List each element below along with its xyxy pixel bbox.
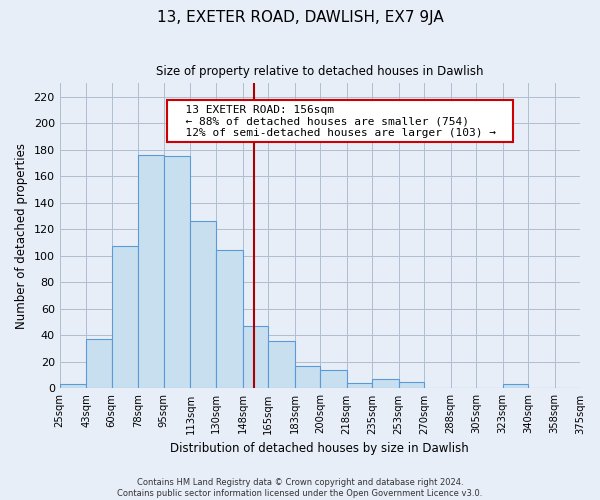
Y-axis label: Number of detached properties: Number of detached properties xyxy=(15,143,28,329)
Bar xyxy=(372,379,398,388)
X-axis label: Distribution of detached houses by size in Dawlish: Distribution of detached houses by size … xyxy=(170,442,469,455)
Bar xyxy=(295,366,320,388)
Text: 13, EXETER ROAD, DAWLISH, EX7 9JA: 13, EXETER ROAD, DAWLISH, EX7 9JA xyxy=(157,10,443,25)
Text: Contains HM Land Registry data © Crown copyright and database right 2024.
Contai: Contains HM Land Registry data © Crown c… xyxy=(118,478,482,498)
Bar xyxy=(164,156,190,388)
Bar xyxy=(347,383,372,388)
Bar xyxy=(190,222,216,388)
Text: 13 EXETER ROAD: 156sqm  
  ← 88% of detached houses are smaller (754)  
  12% of: 13 EXETER ROAD: 156sqm ← 88% of detached… xyxy=(172,104,509,138)
Bar xyxy=(268,340,295,388)
Bar xyxy=(59,384,86,388)
Bar xyxy=(139,155,164,388)
Bar xyxy=(320,370,347,388)
Bar xyxy=(503,384,528,388)
Bar xyxy=(112,246,139,388)
Title: Size of property relative to detached houses in Dawlish: Size of property relative to detached ho… xyxy=(156,65,484,78)
Bar xyxy=(242,326,268,388)
Bar xyxy=(216,250,242,388)
Bar xyxy=(86,340,112,388)
Bar xyxy=(398,382,424,388)
